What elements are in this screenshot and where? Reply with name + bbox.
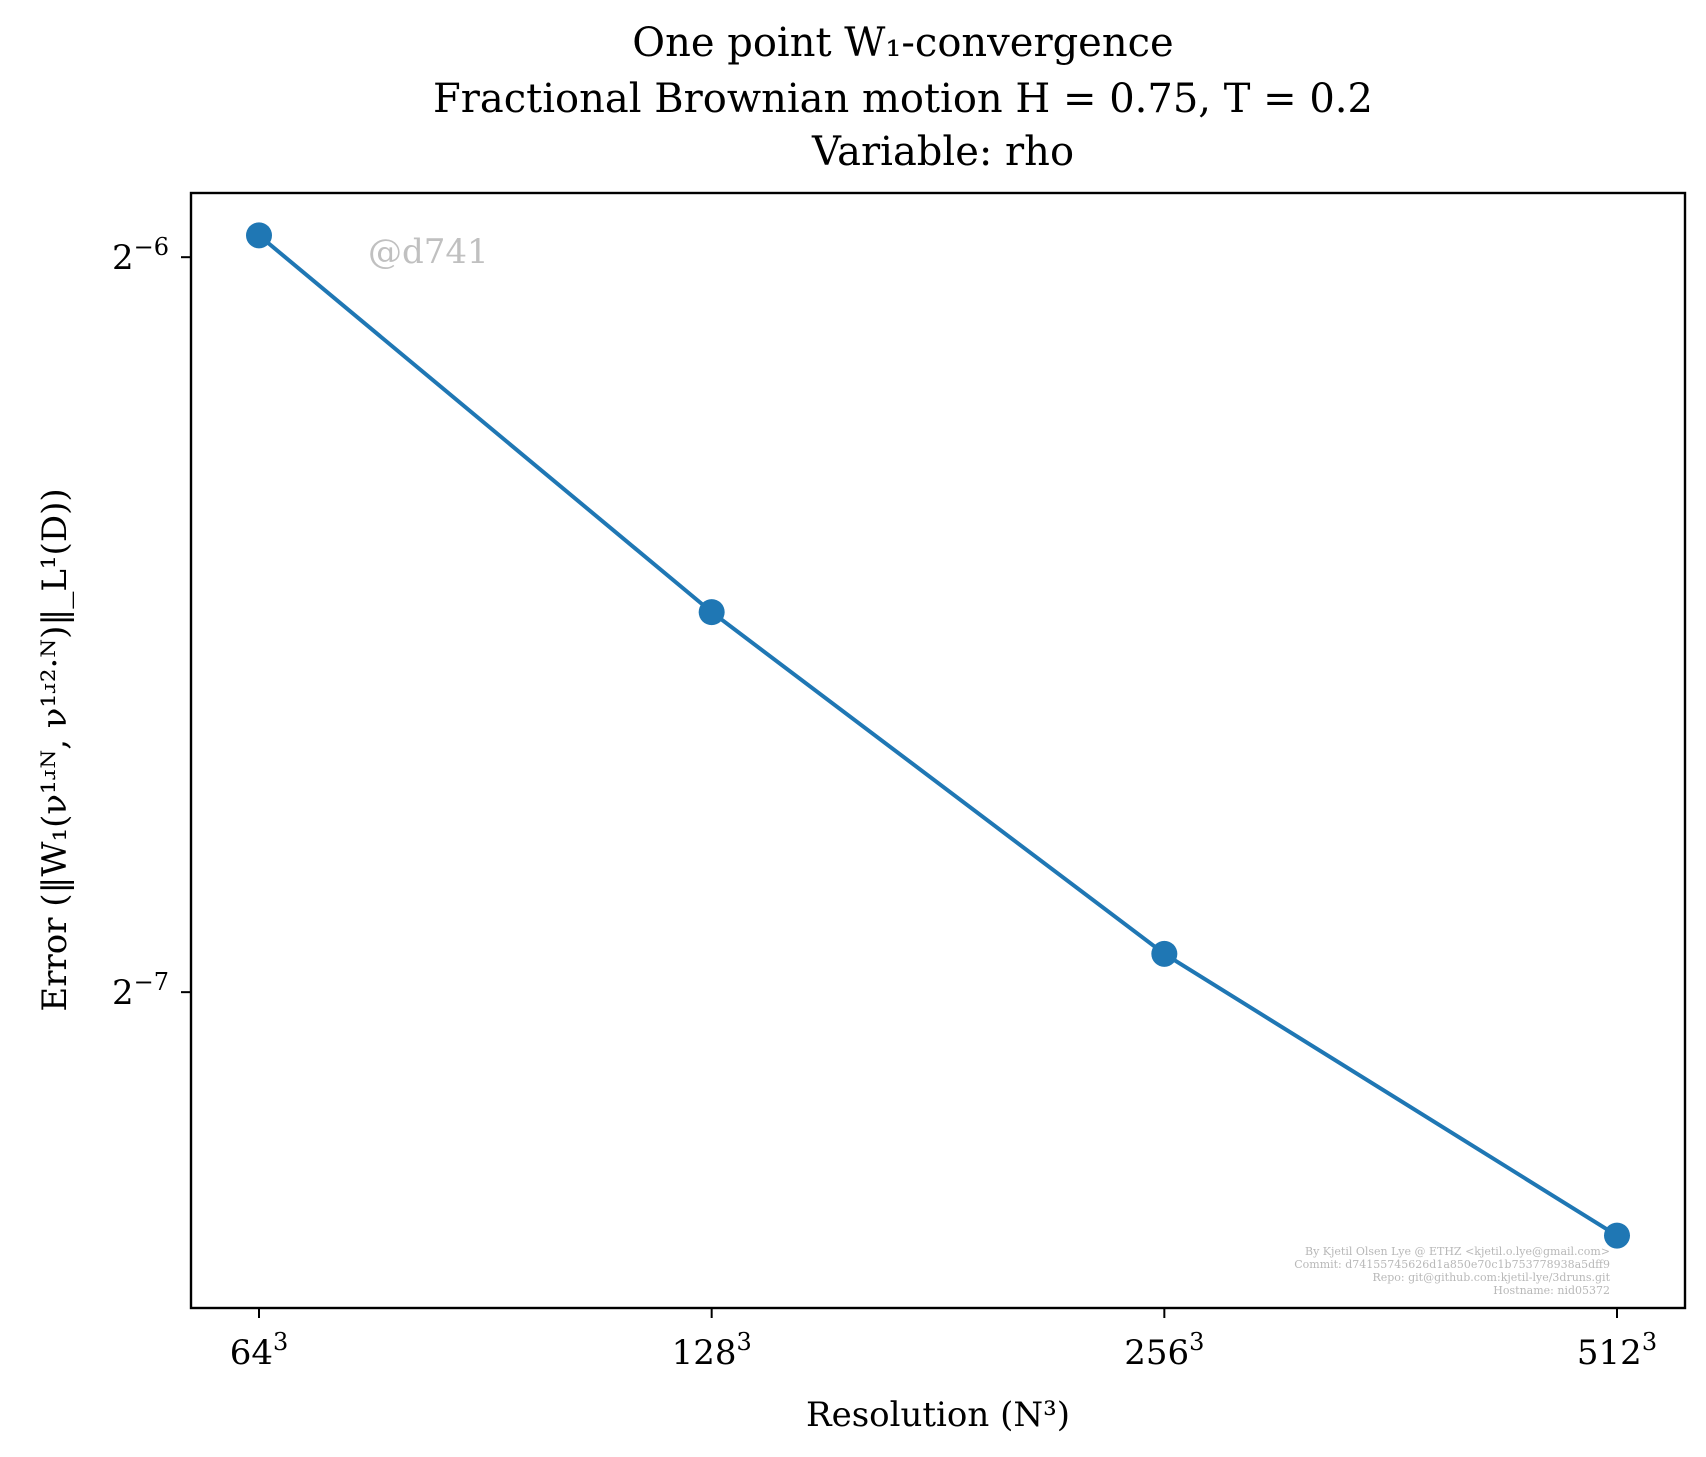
x-tick-label: 643 — [230, 1328, 289, 1373]
plot-frame — [189, 191, 1687, 1310]
title-line-1: One point W₁-convergence — [632, 20, 1173, 66]
data-point — [246, 222, 272, 249]
x-axis-label: Resolution (N³) — [806, 1395, 1070, 1435]
series-line — [257, 233, 1619, 1238]
y-tick-label: 2−7 — [112, 968, 169, 1013]
chart-title: One point W₁-convergence Fractional Brow… — [433, 20, 1373, 175]
data-point — [698, 599, 725, 626]
credit-line: Repo: git@github.com:kjetil-lye/3druns.g… — [1372, 1271, 1610, 1284]
x-tick-label: 5123 — [1577, 1328, 1657, 1373]
credits: By Kjetil Olsen Lye @ ETHZ <kjetil.o.lye… — [1294, 1245, 1610, 1297]
y-axis-ticks: 2−6 2−7 — [112, 233, 191, 1013]
title-line-2: Fractional Brownian motion H = 0.75, T =… — [433, 76, 1373, 122]
x-tick-label: 1283 — [672, 1328, 752, 1373]
y-axis-label: Error (‖W₁(ν¹ʴᴺ, ν¹ʴ²·ᴺ)‖_L¹(D)) — [35, 488, 75, 1011]
credit-line: Commit: d74155745626d1a850e70c1b75377893… — [1294, 1258, 1610, 1271]
credit-line: By Kjetil Olsen Lye @ ETHZ <kjetil.o.lye… — [1305, 1245, 1610, 1258]
data-point — [1604, 1222, 1630, 1249]
title-line-3: Variable: rho — [811, 129, 1074, 175]
y-tick-label: 2−6 — [112, 233, 169, 278]
watermark: @d741 — [368, 232, 489, 272]
credit-line: Hostname: nid05372 — [1493, 1284, 1610, 1297]
x-axis-ticks: 643 1283 2563 5123 — [230, 1308, 1657, 1373]
series-group — [246, 222, 1630, 1249]
data-point — [1151, 940, 1178, 967]
x-tick-label: 2563 — [1124, 1328, 1204, 1373]
